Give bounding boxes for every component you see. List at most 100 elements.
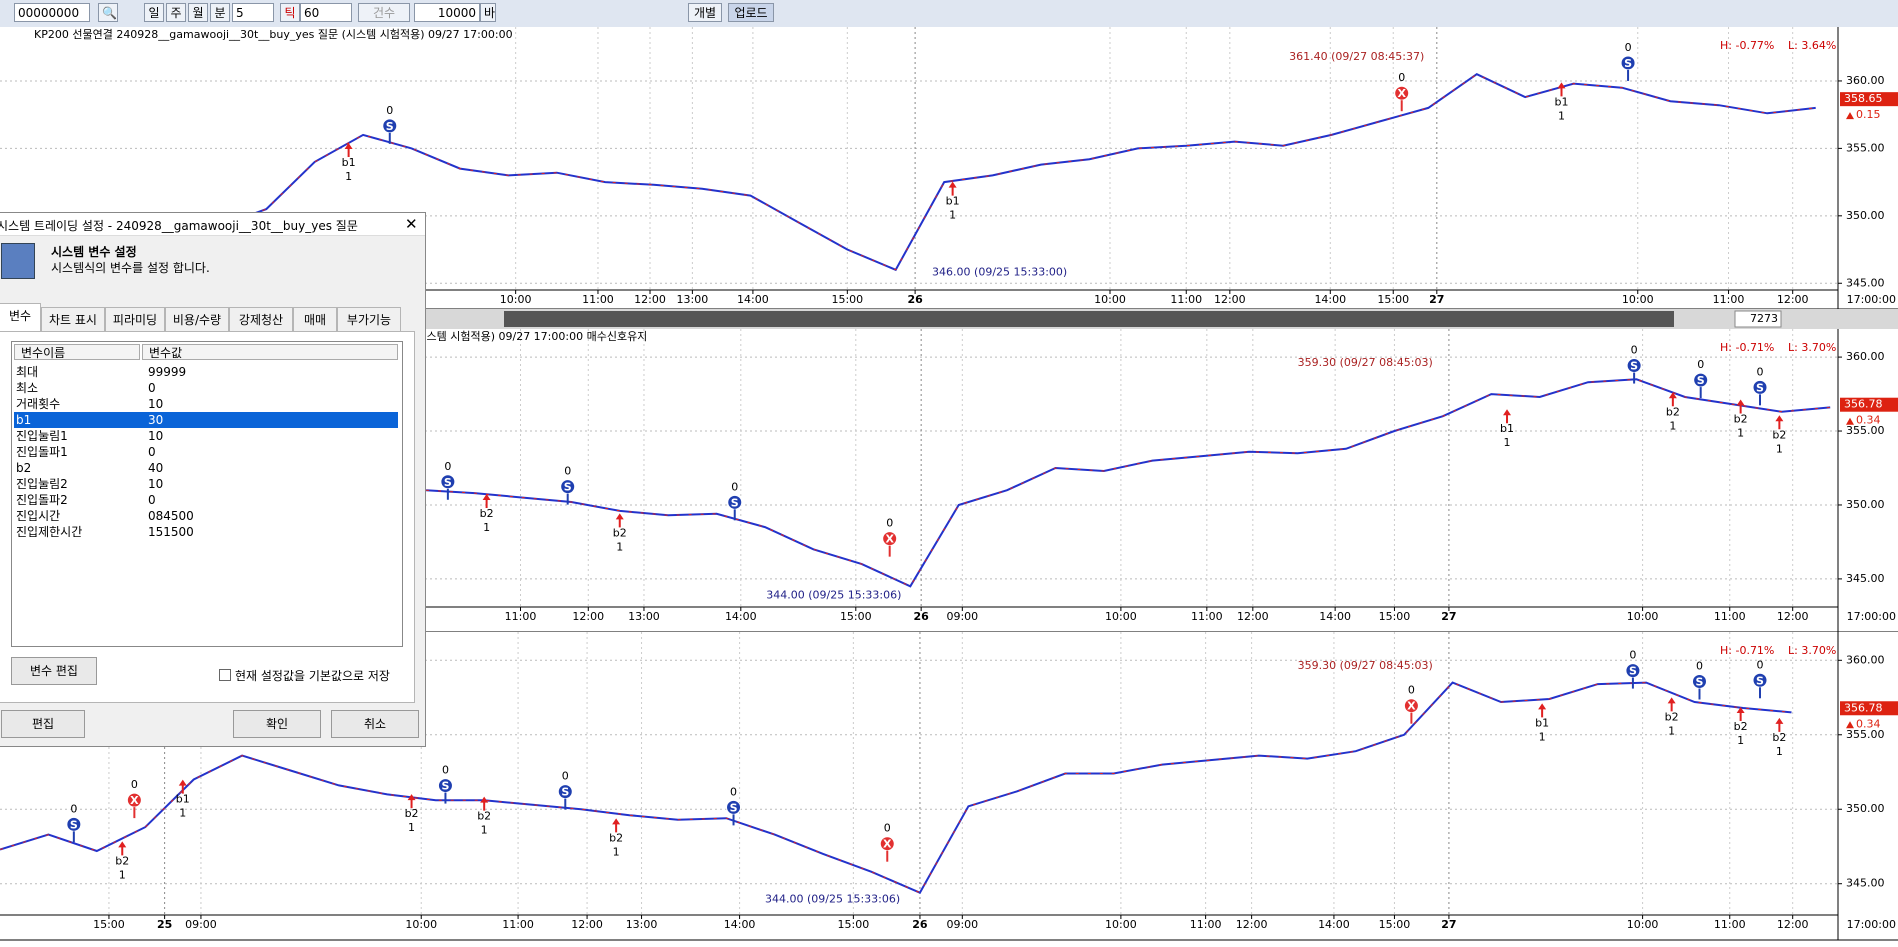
entry-label: b1 (342, 156, 356, 169)
list-cell[interactable]: 10 (148, 477, 164, 491)
x-tick-label: 25 (157, 918, 172, 931)
signal-count: 0 (1398, 71, 1405, 84)
scroll-box[interactable] (1734, 310, 1782, 328)
signal-label: S (441, 780, 449, 793)
list-cell[interactable]: 진입눌림1 (16, 429, 68, 443)
dialog-title: 시스템 트레이딩 설정 - 240928__gamawooji__30t__bu… (0, 219, 358, 233)
x-tick-label: 11:00 (582, 293, 614, 306)
x-tick-label: 12:00 (1237, 610, 1269, 623)
column-header: 변수이름 (14, 344, 140, 360)
extreme-annotation: 361.40 (09/27 08:45:37) (1289, 50, 1424, 63)
dialog-tab[interactable]: 차트 표시 (41, 307, 105, 331)
entry-label: b2 (1666, 405, 1680, 418)
dialog-tab[interactable]: 부가기능 (337, 307, 401, 331)
list-cell[interactable]: 진입제한시간 (16, 525, 83, 539)
entry-arrow (615, 513, 624, 528)
tick-btn[interactable]: 틱 (280, 3, 300, 22)
period-btn[interactable]: 분 (210, 3, 230, 22)
signal-count: 0 (884, 822, 891, 835)
list-cell[interactable]: 진입시간 (16, 509, 61, 523)
view-btn[interactable]: 개별 (688, 3, 722, 22)
search-btn[interactable]: 🔍 (98, 3, 118, 22)
dialog-btn[interactable]: 편집 (1, 710, 85, 738)
list-cell[interactable]: 151500 (148, 525, 194, 539)
last-price: 356.78 (1844, 701, 1883, 714)
end-time: 17:00:00 (1847, 293, 1896, 306)
code-box[interactable]: 00000000 (14, 3, 90, 22)
toolbar: 00000000 🔍 일 주 월 분 5 틱 60 건수 10000 바 개별 … (0, 0, 1898, 28)
list-cell[interactable]: 40 (148, 461, 164, 475)
list-cell[interactable]: 30 (148, 413, 164, 427)
price-change: 0.34 (1856, 717, 1881, 730)
close-btn[interactable]: ✕ (405, 215, 418, 233)
signal-label: S (70, 818, 78, 831)
period-btn[interactable]: 주 (166, 3, 186, 22)
period-btn[interactable]: 월 (188, 3, 208, 22)
dialog-btn[interactable]: 취소 (331, 710, 419, 738)
entry-label: b1 (946, 195, 960, 208)
entry-count: 1 (1668, 724, 1675, 737)
signal-count: 0 (1631, 344, 1638, 357)
checkbox[interactable] (219, 669, 231, 681)
dialog-tab[interactable]: 변수 (0, 303, 41, 332)
list-cell[interactable]: 10 (148, 429, 164, 443)
x-tick-label: 12:00 (1236, 918, 1268, 931)
dialog-tab[interactable]: 강제청산 (229, 307, 293, 331)
entry-arrow (1503, 409, 1512, 424)
change-arrow (1846, 417, 1854, 425)
list-cell[interactable]: 99999 (148, 365, 187, 379)
list-cell[interactable]: 084500 (148, 509, 194, 523)
signal-label: X (1397, 87, 1406, 100)
period-box[interactable]: 5 (232, 3, 274, 22)
list-cell[interactable]: 0 (148, 381, 156, 395)
signal-label: S (731, 496, 739, 509)
entry-count: 1 (483, 521, 490, 534)
x-tick-label: 15:00 (840, 610, 872, 623)
bars-box[interactable]: 10000 (414, 3, 480, 22)
entry-count: 1 (1558, 109, 1565, 122)
signal-count: 0 (70, 802, 77, 815)
tick-box[interactable]: 60 (300, 3, 352, 22)
dialog-tab[interactable]: 비용/수량 (165, 307, 229, 331)
list-cell[interactable]: 10 (148, 397, 164, 411)
period-btn[interactable]: 일 (144, 3, 164, 22)
signal-count: 0 (1408, 684, 1415, 697)
last-price-box (1840, 92, 1898, 107)
dialog-tab[interactable]: 피라미딩 (105, 307, 165, 331)
list-cell[interactable]: 0 (148, 445, 156, 459)
view-btn[interactable]: 업로드 (728, 3, 774, 22)
list-cell[interactable]: b1 (16, 413, 32, 427)
entry-arrow (1668, 392, 1677, 407)
edit-variable-btn[interactable]: 변수 편집 (11, 657, 97, 685)
dialog-tab[interactable]: 매매 (293, 307, 337, 331)
list-cell[interactable]: b2 (16, 461, 32, 475)
last-price: 356.78 (1844, 398, 1883, 411)
list-cell[interactable]: 0 (148, 493, 156, 507)
signal-label: S (564, 481, 572, 494)
signal-count: 0 (731, 480, 738, 493)
extreme-annotation: 359.30 (09/27 08:45:03) (1298, 659, 1433, 672)
x-tick-label: 09:00 (946, 610, 978, 623)
low-pct: L: 3.70% (1788, 341, 1836, 354)
list-cell[interactable]: 최소 (16, 381, 39, 395)
entry-label: b1 (1555, 95, 1569, 108)
dialog-btn[interactable]: 확인 (233, 710, 321, 738)
x-tick-label: 11:00 (1191, 610, 1223, 623)
x-tick-label: 10:00 (1094, 293, 1126, 306)
list-cell[interactable]: 거래횟수 (16, 397, 61, 411)
scroll-position: 7273 (1750, 312, 1778, 325)
list-cell[interactable]: 진입돌파2 (16, 493, 68, 507)
list-cell[interactable]: 최대 (16, 365, 39, 379)
count-box[interactable]: 건수 (358, 3, 410, 22)
variable-list: 변수이름 변수값 최대 99999 최소 0 거래횟수 10 b1 30 진입눌림1 10 진입돌파1 0… (11, 341, 403, 647)
list-cell[interactable]: 진입눌림2 (16, 477, 68, 491)
x-tick-label: 15:00 (838, 918, 870, 931)
list-cell[interactable]: 진입돌파1 (16, 445, 68, 459)
x-tick-label: 12:00 (1214, 293, 1246, 306)
signal-count: 0 (564, 465, 571, 478)
checkbox-label: 현재 설정값을 기본값으로 저장 (235, 669, 390, 683)
entry-label: b2 (613, 526, 627, 539)
signal-label: X (885, 533, 894, 546)
signal-count: 0 (1696, 659, 1703, 672)
entry-count: 1 (949, 209, 956, 222)
